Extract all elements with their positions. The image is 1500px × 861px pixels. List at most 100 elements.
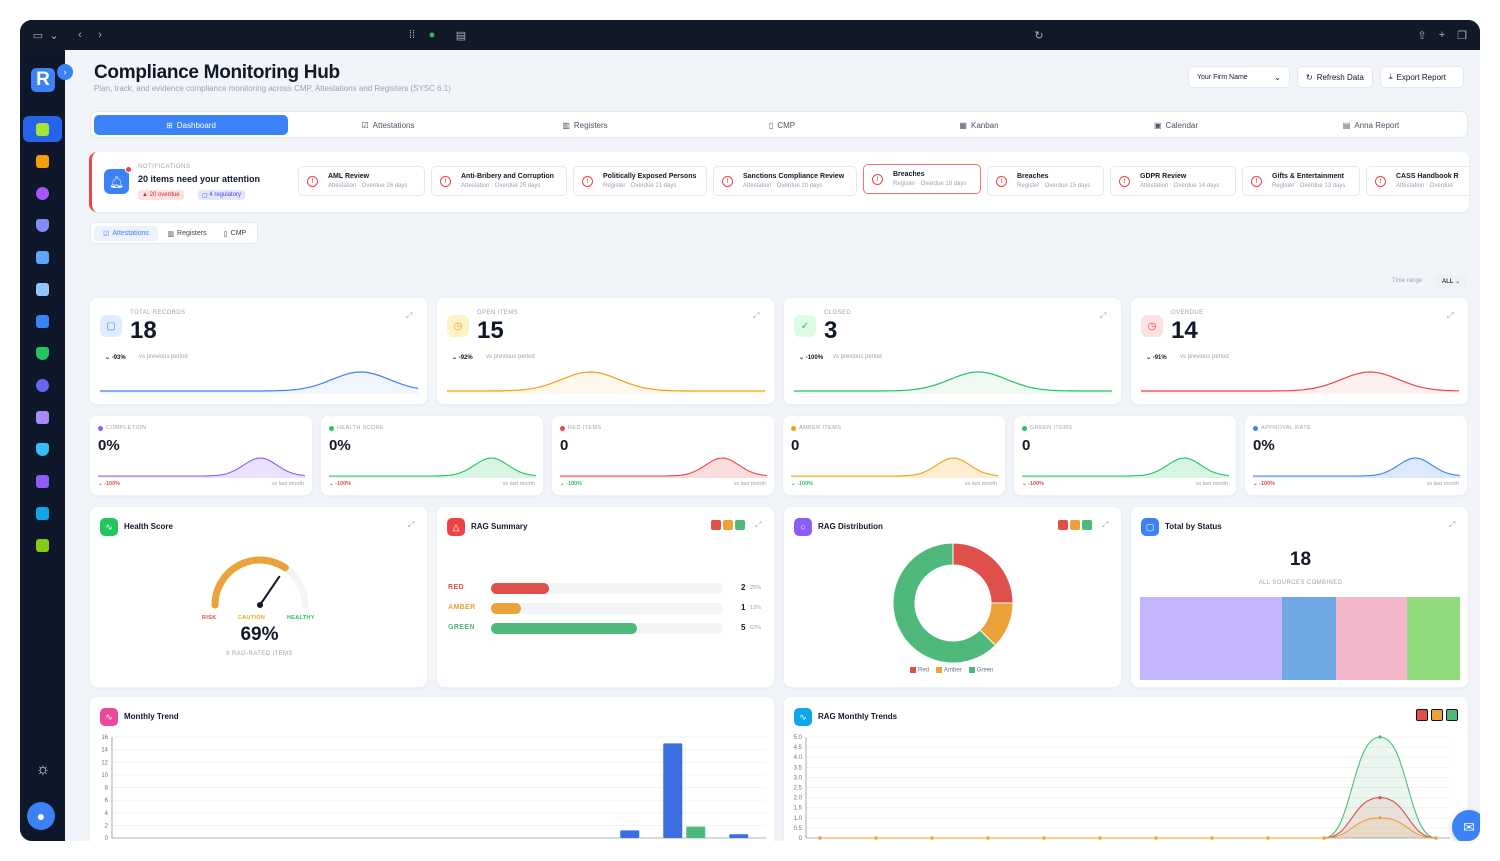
reload-icon[interactable]: ↻ bbox=[1034, 29, 1044, 42]
sidebar-item-calendar[interactable] bbox=[23, 148, 62, 174]
regulatory-badge[interactable]: ▢ 4 regulatory bbox=[198, 190, 246, 200]
tab-icon[interactable]: ▤ bbox=[455, 29, 467, 42]
sidebar-item-registers[interactable] bbox=[23, 404, 62, 430]
tabs-overview-icon[interactable]: ❐ bbox=[1457, 29, 1467, 42]
apps-grid-icon[interactable]: ⁞⁞ bbox=[408, 29, 416, 41]
sidebar-item-tasks[interactable] bbox=[23, 468, 62, 494]
expand-icon[interactable]: ⤢ bbox=[406, 311, 413, 320]
expand-icon[interactable]: ⤢ bbox=[1447, 311, 1454, 320]
sidebar-item-reports[interactable] bbox=[23, 276, 62, 302]
sidebar-item-documents[interactable] bbox=[23, 500, 62, 526]
sidebar-expand-button[interactable]: › bbox=[57, 64, 73, 80]
point-green[interactable] bbox=[1378, 735, 1382, 739]
subtab-registers[interactable]: ▥ Registers bbox=[161, 226, 213, 241]
point-amber[interactable] bbox=[1098, 836, 1102, 840]
green-filter-icon[interactable] bbox=[735, 520, 745, 530]
point-amber[interactable] bbox=[1378, 816, 1382, 820]
red-filter-icon[interactable] bbox=[711, 520, 721, 530]
expand-icon[interactable]: ⤢ bbox=[1102, 520, 1109, 529]
sidebar-item-finance[interactable] bbox=[23, 532, 62, 558]
red-filter-icon[interactable] bbox=[1416, 709, 1428, 721]
point-amber[interactable] bbox=[1210, 836, 1214, 840]
rag-bar[interactable] bbox=[491, 623, 637, 634]
tab-anna-report[interactable]: ▤ Anna Report bbox=[1276, 115, 1466, 135]
amber-filter-icon[interactable] bbox=[1070, 520, 1080, 530]
extension-icon[interactable]: ● bbox=[428, 29, 436, 41]
sidebar-item-analytics[interactable] bbox=[23, 244, 62, 270]
chevron-down-icon[interactable]: ⌄ bbox=[49, 29, 59, 42]
bar-closed[interactable] bbox=[686, 826, 706, 838]
red-filter-icon[interactable] bbox=[1058, 520, 1068, 530]
notification-card[interactable]: ! Gifts & Entertainment Register · Overdue… bbox=[1242, 166, 1360, 196]
export-report-button[interactable]: ⤓ Export Report bbox=[1380, 66, 1464, 88]
share-icon[interactable]: ⇧ bbox=[1417, 29, 1427, 42]
notification-card[interactable]: ! AML Review Attestation · Overdue 26 days bbox=[298, 166, 425, 196]
tab-cmp[interactable]: ▯ CMP bbox=[685, 115, 879, 135]
forward-icon[interactable]: › bbox=[98, 29, 102, 41]
bar-total[interactable] bbox=[620, 830, 640, 838]
rag-bar[interactable] bbox=[491, 603, 521, 614]
notification-card[interactable]: ! Breaches Register · Overdue 18 days bbox=[863, 164, 981, 194]
notification-card[interactable]: ! GDPR Review Attestation · Overdue 14 day… bbox=[1110, 166, 1236, 196]
subtab-cmp[interactable]: ▯ CMP bbox=[216, 226, 254, 241]
point-red[interactable] bbox=[1378, 796, 1382, 800]
back-icon[interactable]: ‹ bbox=[78, 29, 82, 41]
tab-dashboard[interactable]: ⊞ Dashboard bbox=[94, 115, 288, 135]
point-amber[interactable] bbox=[874, 836, 878, 840]
point-amber[interactable] bbox=[1042, 836, 1046, 840]
notification-card[interactable]: ! Politically Exposed Persons Register · O… bbox=[573, 166, 707, 196]
new-tab-icon[interactable]: + bbox=[1438, 29, 1446, 41]
theme-toggle-icon[interactable]: ☼ bbox=[35, 761, 51, 778]
green-filter-icon[interactable] bbox=[1446, 709, 1458, 721]
bar-total[interactable] bbox=[663, 743, 683, 838]
chat-button[interactable]: ✉ bbox=[1452, 810, 1480, 841]
sidebar-item-protection[interactable] bbox=[23, 340, 62, 366]
expand-icon[interactable]: ⤢ bbox=[1100, 311, 1107, 320]
green-filter-icon[interactable] bbox=[1082, 520, 1092, 530]
rag-bar[interactable] bbox=[491, 583, 549, 594]
logo[interactable]: R bbox=[31, 68, 55, 92]
point-amber[interactable] bbox=[818, 836, 822, 840]
point-amber[interactable] bbox=[986, 836, 990, 840]
refresh-data-button[interactable]: ↻ Refresh Data bbox=[1297, 66, 1373, 88]
expand-icon[interactable]: ⤢ bbox=[753, 311, 760, 320]
status-segment[interactable] bbox=[1406, 597, 1460, 680]
subtab-attestations[interactable]: ☑ Attestations bbox=[94, 226, 158, 241]
point-amber[interactable] bbox=[1154, 836, 1158, 840]
sidebar-toggle-icon[interactable]: ▭ bbox=[32, 29, 44, 42]
notification-card[interactable]: ! Sanctions Compliance Review Attestation … bbox=[713, 166, 857, 196]
bell-icon[interactable]: 🔔︎ bbox=[104, 169, 129, 194]
firm-select[interactable]: Your Firm Name ⌄ bbox=[1188, 66, 1290, 88]
tab-kanban[interactable]: ▦ Kanban bbox=[882, 115, 1076, 135]
amber-filter-icon[interactable] bbox=[1431, 709, 1443, 721]
time-range-select[interactable]: ALL ⌄ bbox=[1435, 275, 1467, 288]
sidebar-item-policies[interactable] bbox=[23, 436, 62, 462]
status-segment[interactable] bbox=[1282, 597, 1336, 680]
status-segment[interactable] bbox=[1140, 597, 1283, 680]
sidebar-item-training[interactable] bbox=[23, 308, 62, 334]
sidebar-item-compliance[interactable] bbox=[23, 116, 62, 142]
tab-calendar[interactable]: ▣ Calendar bbox=[1079, 115, 1273, 135]
overdue-badge[interactable]: ▲ 20 overdue bbox=[138, 190, 184, 200]
notification-card[interactable]: ! CASS Handbook R Attestation · Overdue bbox=[1366, 166, 1469, 196]
expand-icon[interactable]: ⤢ bbox=[755, 520, 762, 529]
expand-icon[interactable]: ⤢ bbox=[1449, 520, 1456, 529]
point-amber[interactable] bbox=[1322, 836, 1326, 840]
tab-registers[interactable]: ▥ Registers bbox=[488, 115, 682, 135]
point-amber[interactable] bbox=[930, 836, 934, 840]
donut-slice-green[interactable] bbox=[892, 542, 997, 664]
sidebar-item-monitoring[interactable] bbox=[23, 372, 62, 398]
sidebar-item-users[interactable] bbox=[23, 180, 62, 206]
point-amber[interactable] bbox=[1266, 836, 1270, 840]
avatar[interactable]: ● bbox=[27, 802, 55, 830]
notification-card[interactable]: ! Anti-Bribery and Corruption Attestation … bbox=[431, 166, 567, 196]
sidebar-item-security[interactable] bbox=[23, 212, 62, 238]
amber-filter-icon[interactable] bbox=[723, 520, 733, 530]
point-amber[interactable] bbox=[1434, 836, 1438, 840]
status-segment[interactable] bbox=[1335, 597, 1407, 680]
expand-icon[interactable]: ⤢ bbox=[408, 520, 415, 529]
bar-total[interactable] bbox=[729, 834, 749, 838]
notification-card[interactable]: ! Breaches Register · Overdue 15 days bbox=[987, 166, 1104, 196]
donut-slice-red[interactable] bbox=[952, 542, 1014, 604]
tab-attestations[interactable]: ☑ Attestations bbox=[291, 115, 485, 135]
